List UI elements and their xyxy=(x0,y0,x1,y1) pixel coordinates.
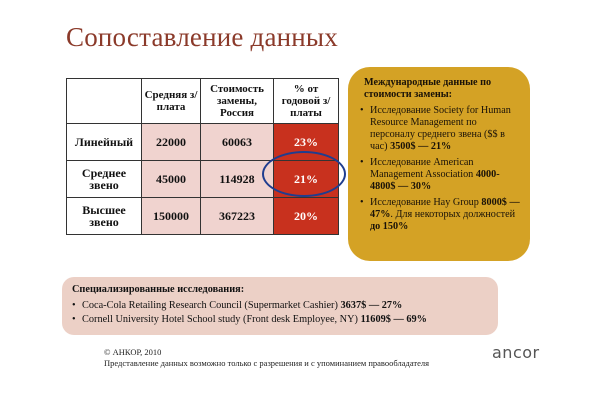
column-header-percent: % от годовой з/платы xyxy=(273,78,339,124)
panel-list: Исследование Society for Human Resource … xyxy=(360,105,520,233)
list-item: Cornell University Hotel School study (F… xyxy=(72,313,488,327)
row-label: Высшее звено xyxy=(66,197,142,235)
comparison-table: Средняя з/плата Стоимость замены, Россия… xyxy=(66,78,339,235)
usage-notice: Представление данных возможно только с р… xyxy=(104,358,430,368)
cost-cell: 114928 xyxy=(200,160,274,198)
cost-cell: 367223 xyxy=(200,197,274,235)
salary-cell: 22000 xyxy=(141,123,201,161)
copyright-text: © АНКОР, 2010 xyxy=(104,347,162,357)
special-heading: Специализированные исследования: xyxy=(72,284,245,295)
percent-cell: 20% xyxy=(273,197,339,235)
list-item: Coca-Cola Retailing Research Council (Su… xyxy=(72,299,488,313)
special-list: Coca-Cola Retailing Research Council (Su… xyxy=(72,299,488,327)
international-data-panel: Международные данные по стоимости замены… xyxy=(348,67,530,261)
row-label: Линейный xyxy=(66,123,142,161)
table-row: Высшее звено 150000 367223 20% xyxy=(66,197,339,235)
row-label: Среднее звено xyxy=(66,160,142,198)
cost-cell: 60063 xyxy=(200,123,274,161)
list-item: Исследование American Management Associa… xyxy=(360,157,520,193)
panel-heading: Международные данные по стоимости замены… xyxy=(364,77,492,100)
column-header-cost: Стоимость замены, Россия xyxy=(200,78,274,124)
table-corner-cell xyxy=(66,78,142,124)
column-header-salary: Средняя з/плата xyxy=(141,78,201,124)
highlight-circle xyxy=(262,151,346,197)
list-item: Исследование Society for Human Resource … xyxy=(360,105,520,153)
list-item: Исследование Hay Group 8000$ — 47%. Для … xyxy=(360,197,520,233)
salary-cell: 45000 xyxy=(141,160,201,198)
specialized-research-box: Специализированные исследования: Coca-Co… xyxy=(62,277,498,335)
page-title: Сопоставление данных xyxy=(66,22,338,52)
ancor-logo: ancor xyxy=(492,343,540,362)
table-header-row: Средняя з/плата Стоимость замены, Россия… xyxy=(66,78,339,124)
salary-cell: 150000 xyxy=(141,197,201,235)
footer: © АНКОР, 2010 Представление данных возмо… xyxy=(104,347,429,369)
